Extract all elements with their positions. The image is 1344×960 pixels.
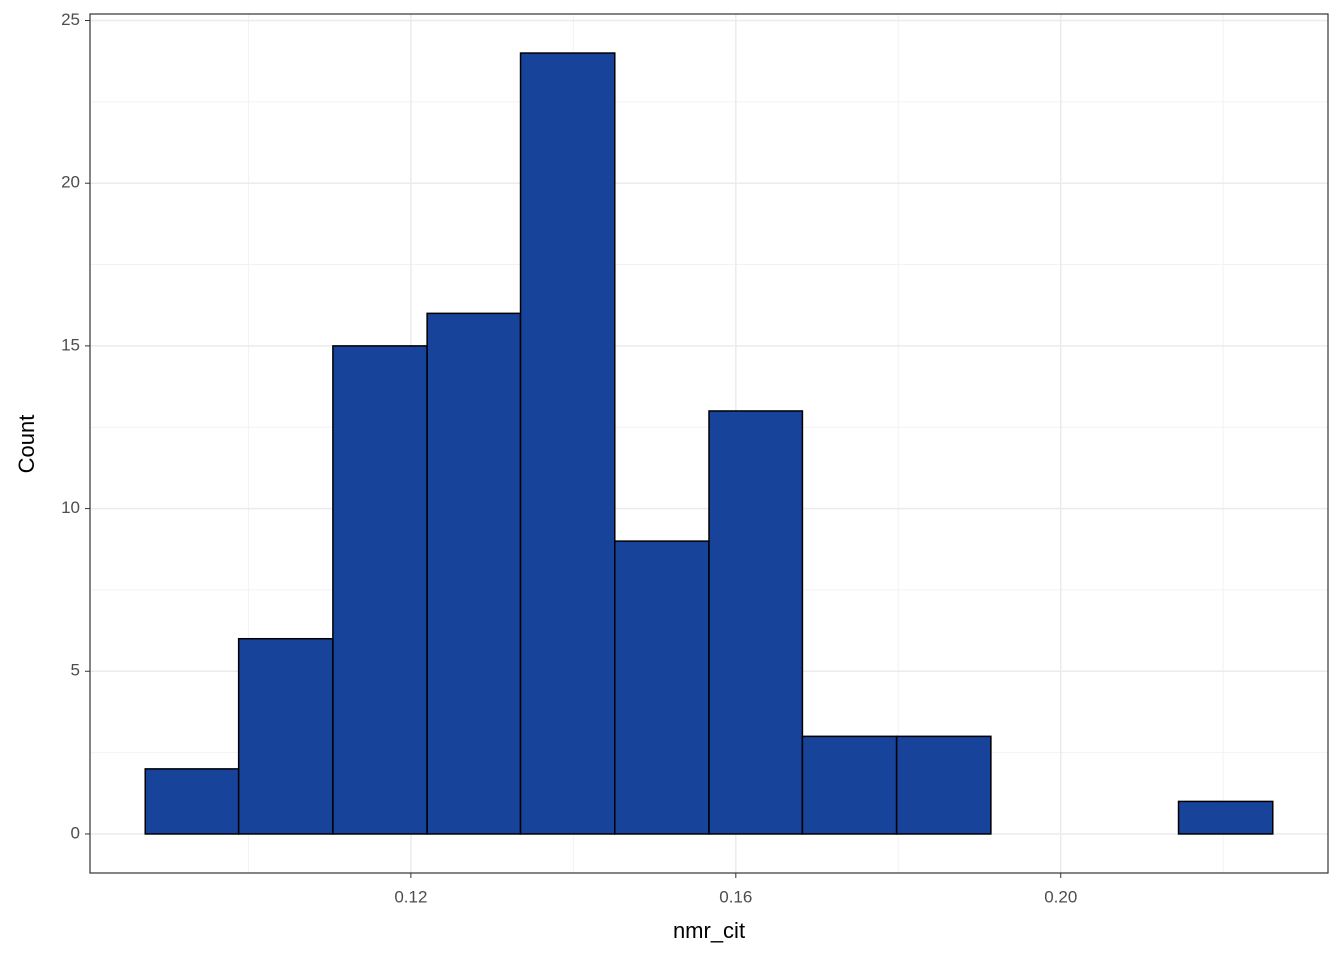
y-tick-label: 15 <box>61 335 80 354</box>
y-axis-title: Count <box>14 415 39 474</box>
y-tick-label: 25 <box>61 10 80 29</box>
panel-border <box>89 13 1329 874</box>
bar <box>332 345 428 835</box>
y-tick-label: 10 <box>61 498 80 517</box>
x-tick-label: 0.16 <box>719 887 752 906</box>
x-tick-label: 0.20 <box>1044 887 1077 906</box>
x-axis-title: nmr_cit <box>673 918 745 943</box>
y-tick-label: 20 <box>61 173 80 192</box>
bar <box>895 735 992 835</box>
bar <box>708 410 804 835</box>
y-tick-label: 5 <box>71 661 80 680</box>
bar <box>144 768 240 835</box>
y-tick-label: 0 <box>71 823 80 842</box>
bar <box>1177 800 1274 835</box>
x-tick-label: 0.12 <box>394 887 427 906</box>
bar <box>426 312 522 835</box>
bar <box>237 637 334 835</box>
bar <box>614 540 710 835</box>
bar <box>801 735 898 835</box>
bar <box>519 52 616 835</box>
